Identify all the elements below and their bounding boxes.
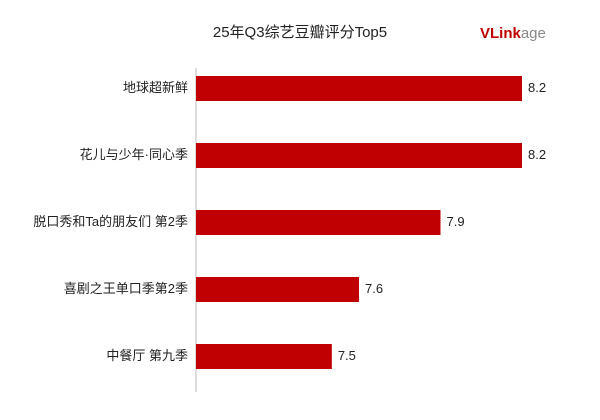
category-label: 喜剧之王单口季第2季 [64,281,188,296]
category-label: 脱口秀和Ta的朋友们 第2季 [33,214,188,229]
value-label: 7.6 [365,281,383,296]
bar [196,277,359,302]
bar [196,143,522,168]
value-label: 8.2 [528,147,546,162]
value-label: 7.5 [338,348,356,363]
bar [196,344,332,369]
category-label: 中餐厅 第九季 [106,348,188,363]
category-label: 花儿与少年·同心季 [80,147,188,162]
category-label: 地球超新鲜 [123,80,188,95]
bar [196,210,441,235]
logo-secondary: age [521,25,546,42]
logo: VLinkage [480,25,546,42]
value-label: 7.9 [447,214,465,229]
value-label: 8.2 [528,80,546,95]
bar [196,76,522,101]
logo-primary: VLink [480,25,521,42]
chart-title: 25年Q3综艺豆瓣评分Top5 [213,24,387,41]
